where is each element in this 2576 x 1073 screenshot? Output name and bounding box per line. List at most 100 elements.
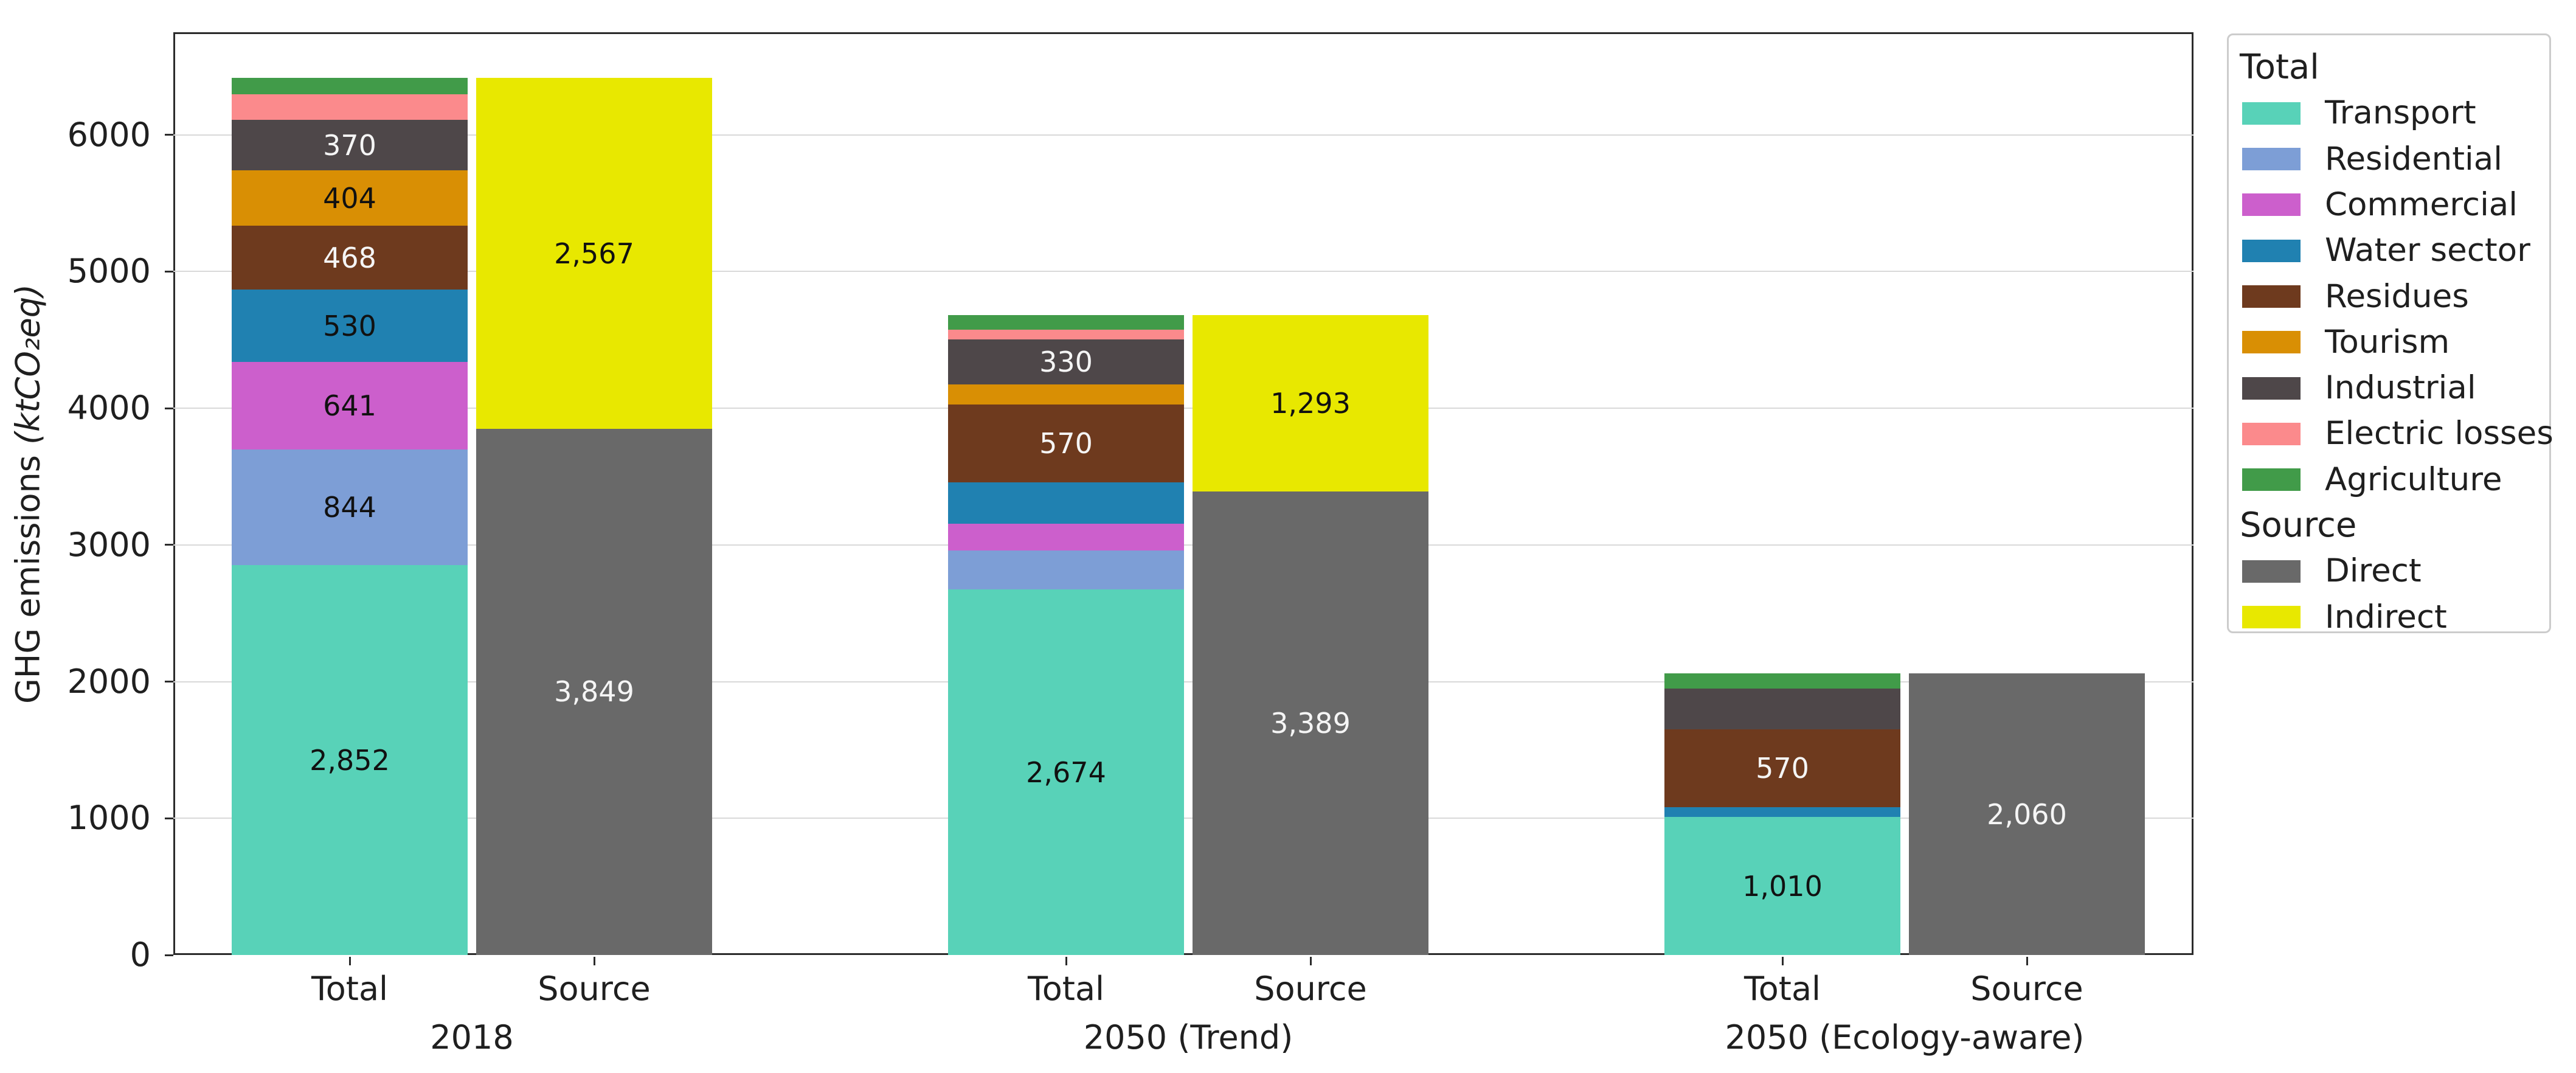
bar-segment-residues — [232, 226, 468, 290]
x-tick-mark — [1309, 957, 1312, 965]
bar-segment-agriculture — [1664, 673, 1900, 689]
legend-swatch-indirect — [2242, 606, 2301, 629]
bar-value-label: 530 — [323, 309, 376, 342]
legend-swatch-residential — [2242, 148, 2301, 171]
x-group-label-2050-ecology-aware-: 2050 (Ecology-aware) — [1725, 1018, 2085, 1057]
x-tick-mark — [593, 957, 595, 965]
bar-segment-residential — [948, 550, 1184, 590]
bar-value-label: 2,060 — [1987, 797, 2067, 831]
legend-item-indirect: Indirect — [2325, 598, 2447, 636]
y-tick-label: 4000 — [67, 389, 151, 428]
legend-swatch-water-sector — [2242, 239, 2301, 262]
bar-segment-electric-losses — [232, 94, 468, 120]
bar-segment-direct — [1909, 673, 2145, 955]
bar-segment-industrial — [232, 120, 468, 171]
bar-value-label: 1,293 — [1270, 387, 1351, 420]
legend: Total Transport Residential Commercial Water… — [2227, 33, 2553, 636]
bar-value-label: 468 — [323, 241, 376, 274]
bar-segment-tourism — [232, 170, 468, 226]
legend-item-direct: Direct — [2325, 552, 2422, 590]
y-tick-mark — [165, 270, 173, 273]
y-tick-mark — [165, 544, 173, 546]
legend-swatch-residues — [2242, 285, 2301, 308]
bar-segment-transport — [232, 565, 468, 955]
bar-segment-industrial — [1664, 688, 1900, 730]
y-tick-label: 5000 — [67, 252, 151, 291]
x-tick-label-total: Total — [1743, 970, 1821, 1008]
legend-swatch-tourism — [2242, 331, 2301, 354]
bar-segment-agriculture — [232, 78, 468, 95]
legend-item-tourism: Tourism — [2325, 323, 2450, 361]
bar-segment-transport — [1664, 817, 1900, 955]
bar-segment-indirect — [476, 78, 712, 429]
legend-swatch-direct — [2242, 560, 2301, 583]
bar-value-label: 570 — [1039, 426, 1093, 460]
y-tick-mark — [165, 134, 173, 136]
bar-value-label: 1,010 — [1742, 869, 1823, 903]
bar-value-label: 2,567 — [554, 237, 634, 270]
legend-swatch-transport — [2242, 102, 2301, 125]
bar-value-label: 3,389 — [1270, 707, 1351, 740]
legend-item-industrial: Industrial — [2325, 369, 2476, 407]
x-tick-label-total: Total — [1027, 970, 1105, 1008]
bar-value-label: 844 — [323, 491, 376, 524]
bar-segment-residues — [1664, 729, 1900, 808]
bar-value-label: 570 — [1756, 752, 1809, 785]
legend-header-total: Total — [2240, 47, 2319, 87]
x-group-label-2050-trend-: 2050 (Trend) — [1083, 1018, 1293, 1057]
bar-value-label: 3,849 — [554, 675, 634, 709]
bar-segment-electric-losses — [948, 330, 1184, 339]
legend-swatch-agriculture — [2242, 468, 2301, 491]
y-tick-label: 1000 — [67, 799, 151, 838]
y-tick-label: 6000 — [67, 115, 151, 154]
legend-swatch-commercial — [2242, 193, 2301, 217]
y-axis-title: GHG emissions (ktCO₂eq) — [9, 284, 47, 704]
bar-segment-direct — [1193, 491, 1428, 955]
bar-segment-agriculture — [948, 314, 1184, 330]
legend-item-electric-losses: Electric losses — [2325, 415, 2553, 453]
legend-header-source: Source — [2240, 505, 2357, 545]
x-tick-label-source: Source — [1970, 970, 2083, 1008]
gridline — [173, 134, 2193, 136]
bar-segment-residues — [948, 404, 1184, 482]
bar-value-label: 404 — [323, 181, 376, 215]
x-tick-mark — [1781, 957, 1784, 965]
bar-segment-commercial — [948, 524, 1184, 550]
x-tick-label-total: Total — [311, 970, 389, 1008]
bar-segment-residential — [232, 450, 468, 566]
y-tick-mark — [165, 817, 173, 819]
x-tick-label-source: Source — [1254, 970, 1367, 1008]
bar-segment-industrial — [948, 339, 1184, 384]
bar-segment-transport — [948, 589, 1184, 955]
y-tick-mark — [165, 407, 173, 409]
bar-segment-commercial — [232, 362, 468, 450]
bar-segment-direct — [476, 428, 712, 955]
x-tick-label-source: Source — [538, 970, 651, 1008]
bar-value-label: 641 — [323, 389, 376, 423]
legend-swatch-electric-losses — [2242, 422, 2301, 445]
x-group-label-2018: 2018 — [430, 1018, 514, 1057]
bar-value-label: 330 — [1039, 345, 1093, 378]
legend-item-residues: Residues — [2325, 277, 2469, 315]
bar-value-label: 2,674 — [1026, 755, 1106, 789]
bar-segment-water-sector — [232, 290, 468, 363]
x-tick-mark — [1065, 957, 1067, 965]
gridline — [173, 271, 2193, 273]
y-tick-mark — [165, 681, 173, 683]
legend-swatch-industrial — [2242, 377, 2301, 400]
y-tick-label: 0 — [130, 936, 151, 974]
bar-segment-indirect — [1193, 314, 1428, 492]
bar-segment-tourism — [948, 384, 1184, 405]
x-tick-mark — [348, 957, 351, 965]
x-tick-mark — [2026, 957, 2028, 965]
bar-segment-water-sector — [948, 482, 1184, 524]
bar-value-label: 2,852 — [310, 743, 390, 777]
y-tick-label: 3000 — [67, 525, 151, 564]
y-tick-mark — [165, 954, 173, 956]
legend-item-residential: Residential — [2325, 140, 2502, 178]
legend-item-commercial: Commercial — [2325, 186, 2518, 223]
legend-item-agriculture: Agriculture — [2325, 460, 2502, 498]
legend-item-water-sector: Water sector — [2325, 232, 2530, 269]
bar-segment-water-sector — [1664, 807, 1900, 817]
